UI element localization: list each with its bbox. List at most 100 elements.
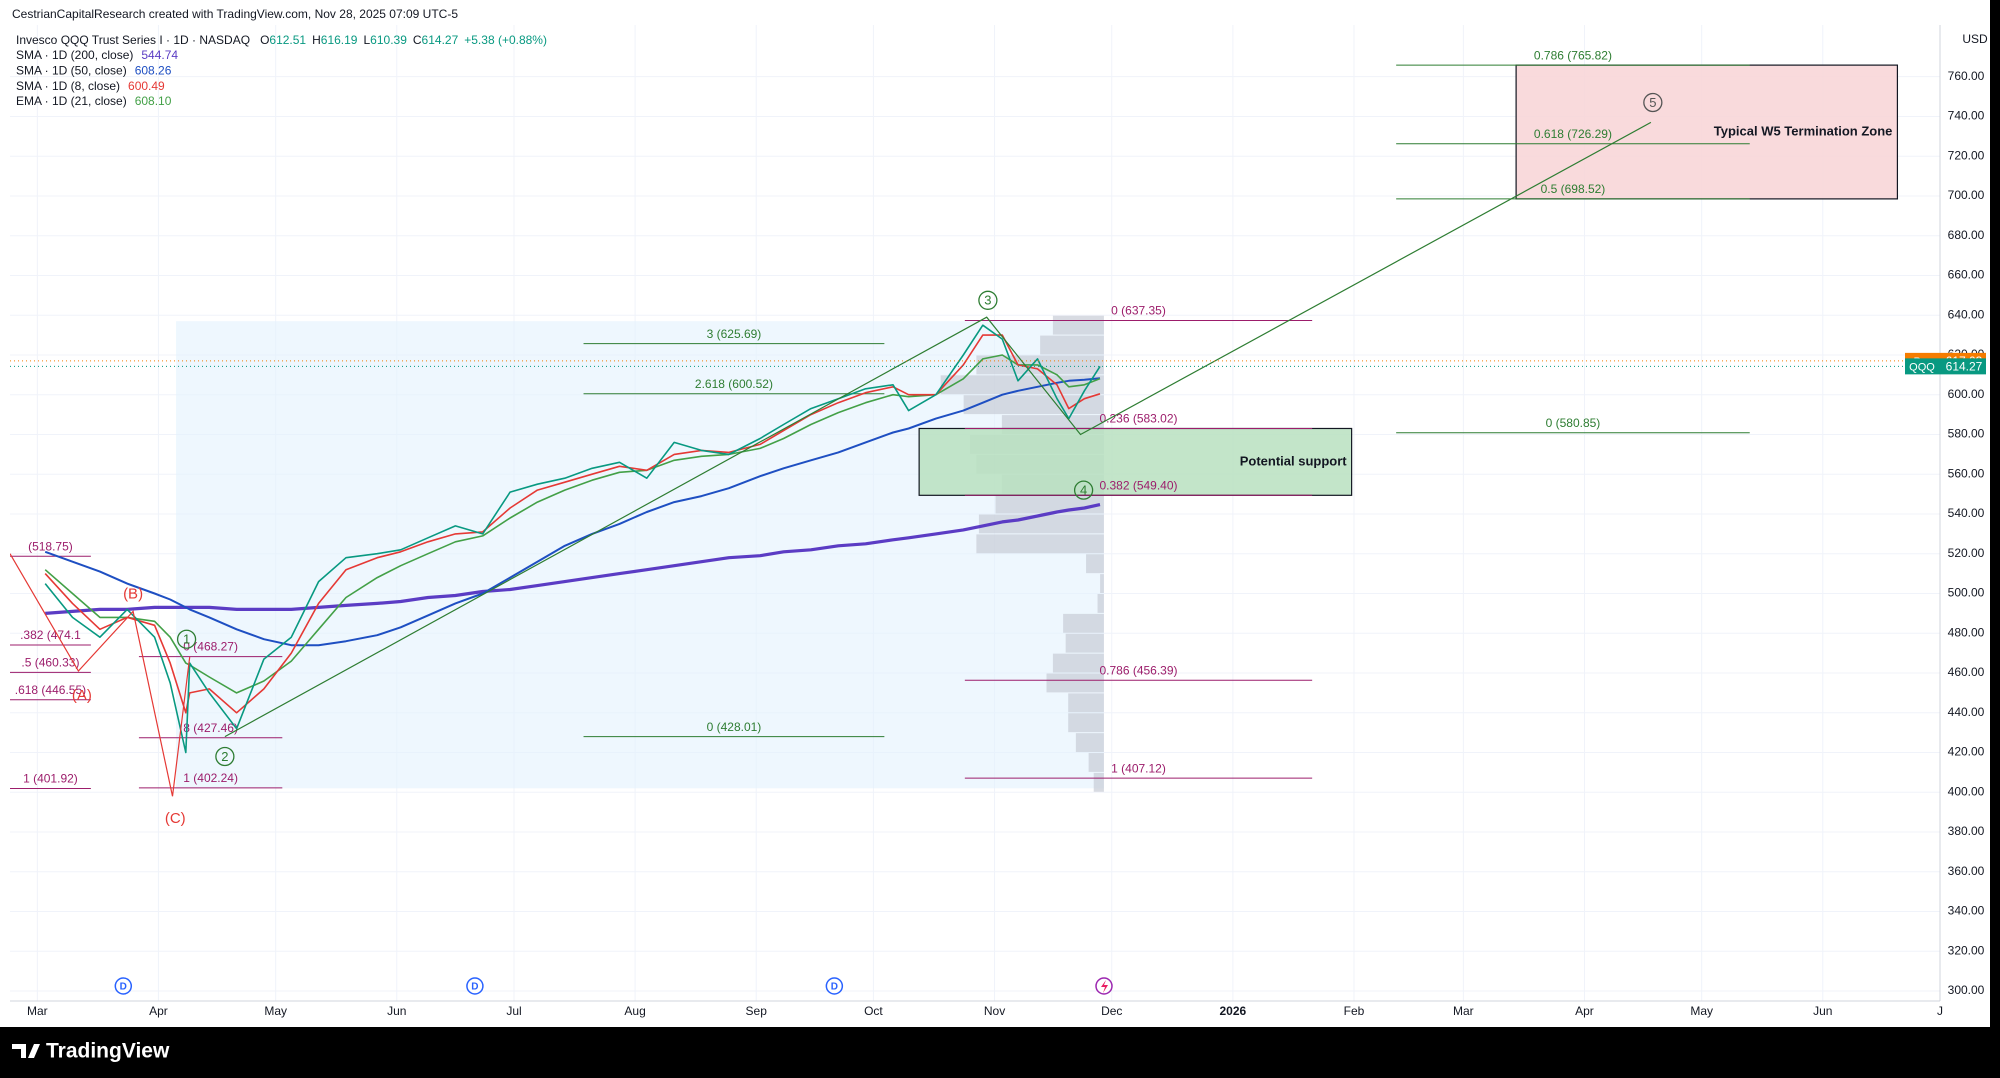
x-tick-label: 2026 [1220,1004,1247,1018]
volume-profile-bar [1100,574,1104,594]
ohlc-key: C [413,33,422,47]
fib-label: (518.75) [28,539,73,553]
volume-profile-bar [1065,633,1104,653]
ohlc-key: O [260,33,269,47]
fib-label: 0.618 (726.29) [1534,127,1612,141]
wave-label: (B) [123,585,143,602]
volume-profile-bar [978,514,1104,534]
y-tick-label: 480.00 [1948,625,1985,639]
change: +5.38 (+0.88%) [464,33,547,47]
y-tick-label: 500.00 [1948,586,1985,600]
series-line [44,354,1101,694]
ohlc-key: H [312,33,321,47]
retracement-zone [176,321,1104,789]
y-tick-label: 460.00 [1948,665,1985,679]
y-tick-label: 300.00 [1948,983,1985,997]
symbol: Invesco QQQ Trust Series I · 1D · NASDAQ [16,33,250,47]
indicator-legend: SMA · 1D (200, close) 544.74 [16,48,178,62]
volume-profile-bar [1068,693,1104,713]
y-tick-label: 680.00 [1948,228,1985,242]
earnings-icon [1095,977,1113,995]
x-tick-label: Mar [27,1004,48,1018]
trend-line [10,553,191,797]
fib-label: 0 (637.35) [1111,304,1166,318]
series-line [44,334,1101,714]
volume-profile-bar [1068,713,1104,733]
x-tick-label: Dec [1101,1004,1122,1018]
event-label: D [471,982,478,993]
price-tag-name: QQQ [1909,361,1935,373]
fib-label: 1 (402.24) [183,771,238,785]
volume-profile-bar [1088,753,1104,772]
volume-profile-bar [1097,594,1104,613]
y-tick-label: 740.00 [1948,109,1985,123]
volume-profile-bar [976,534,1104,554]
right-frame [1990,0,2000,1078]
ohlc-value: 612.51 [269,33,306,47]
event-label: D [831,982,838,993]
event-marker [825,977,844,995]
wave-circle [176,629,197,649]
series-line [44,324,1101,754]
volume-profile-bar [1075,733,1104,753]
indicator-value: 608.10 [135,94,172,108]
volume-profile-bar [1046,673,1104,693]
x-tick-label: Jul [506,1004,521,1018]
y-tick-label: 520.00 [1948,546,1985,560]
volume-profile-bar [963,395,1104,415]
volume-profile-bar [1093,772,1104,792]
fib-label: 1 (407.12) [1111,761,1166,775]
volume-profile-bar [1086,554,1104,574]
indicator-value: 600.49 [128,79,165,93]
ohlc-value: 610.39 [370,33,407,47]
symbol-line: Invesco QQQ Trust Series I · 1D · NASDAQ… [16,33,547,47]
footer-bar [0,1027,2000,1078]
indicator-value: 608.26 [135,64,172,78]
y-tick-label: 360.00 [1948,864,1985,878]
ohlc-value: 616.19 [321,33,358,47]
event-marker [114,977,133,995]
price-tag-value: 614.27 [1946,360,1983,374]
x-tick-label: May [264,1004,287,1018]
fib-label: 0.5 (698.52) [1541,182,1606,196]
y-tick-label: 560.00 [1948,466,1985,480]
fib-label: 0.236 (583.02) [1099,412,1177,426]
fib-label: .382 (474.1 [20,628,81,642]
fib-label: 0.382 (549.40) [1099,478,1177,492]
y-tick-label: 380.00 [1948,824,1985,838]
currency: USD [1962,32,1988,46]
y-tick-label: 320.00 [1948,943,1985,957]
fib-label: .5 (460.33) [21,656,79,670]
fib-label: 0 (580.85) [1546,416,1601,430]
y-tick-label: 540.00 [1948,506,1985,520]
earnings-bolt [1101,980,1108,993]
x-tick-label: Apr [1575,1004,1594,1018]
y-tick-label: 440.00 [1948,705,1985,719]
x-tick-label: Jun [1813,1004,1832,1018]
fib-label: 8 (427.46) [183,721,238,735]
wave-label: (C) [165,810,186,827]
x-tick-label: Jun [387,1004,406,1018]
event-label: D [120,982,127,993]
brand-logo: TradingView [12,1040,170,1063]
y-tick-label: 760.00 [1948,69,1985,83]
zone-label: Potential support [1240,453,1348,468]
ohlc-key: L [363,33,370,47]
wave-label: (A) [72,687,92,704]
plot-area: Typical W5 Termination Zone Potential sup… [10,25,1940,1001]
event-marker [466,977,484,995]
wave-label: 2 [221,749,228,764]
creator-text: CestrianCapitalResearch created with Tra… [12,7,458,21]
volume-profile-bar [1063,613,1104,633]
fib-label: 0.786 (456.39) [1099,663,1177,677]
zone-box [1515,64,1899,200]
indicator-name: EMA · 1D (21, close) [16,94,127,108]
x-tick-label: Feb [1344,1004,1365,1018]
y-tick-label: 420.00 [1948,745,1985,759]
fib-label: 0.786 (765.82) [1534,48,1612,62]
y-tick-label: 340.00 [1948,904,1985,918]
y-tick-label: 720.00 [1948,148,1985,162]
fib-label: 3 (625.69) [707,327,762,341]
ohlc-value: 614.27 [422,33,459,47]
